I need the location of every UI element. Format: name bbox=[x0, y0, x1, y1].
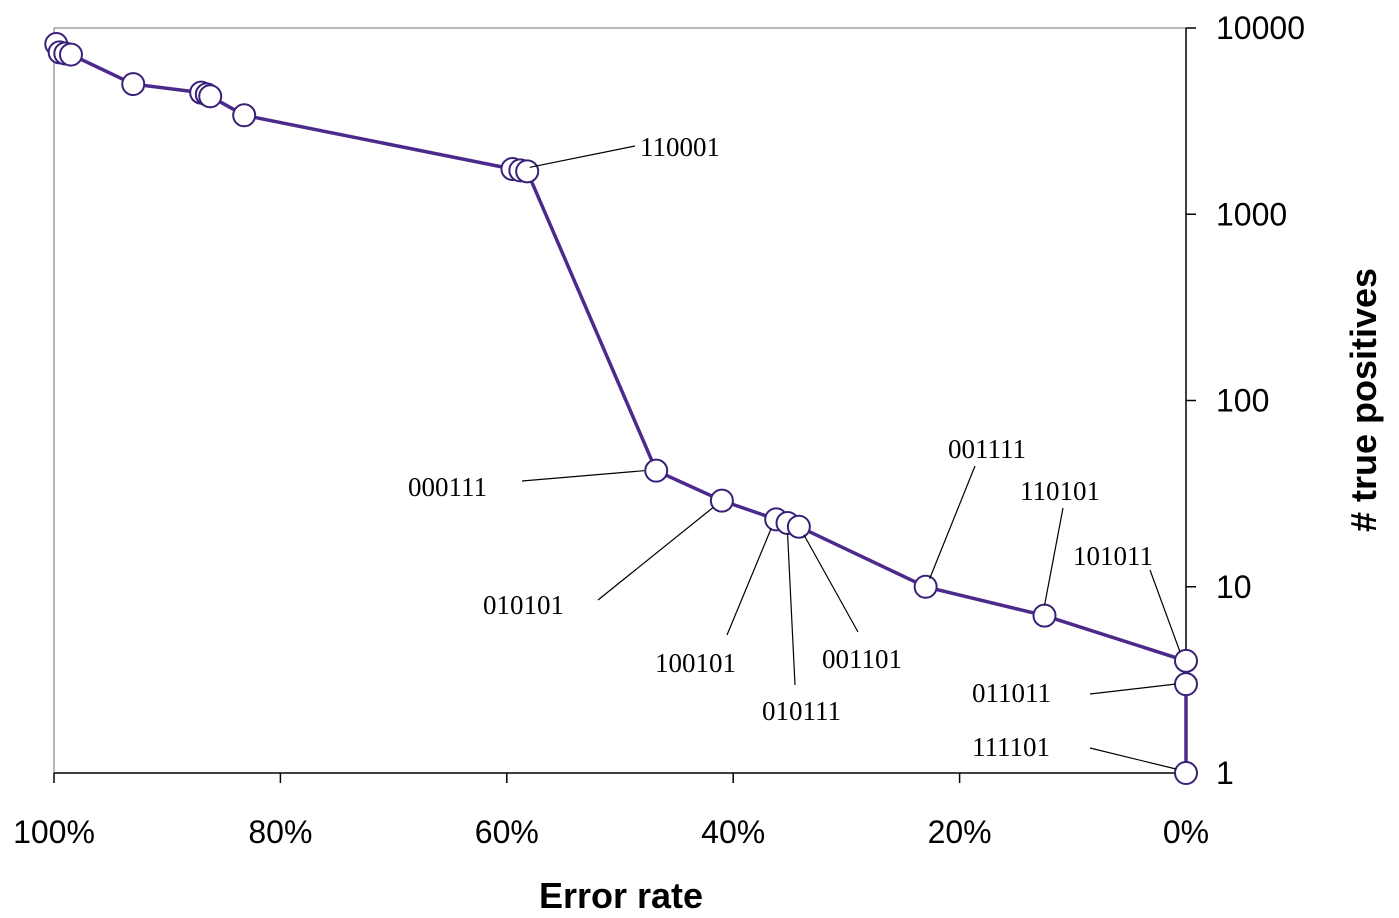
y-tick-label: 10000 bbox=[1216, 10, 1305, 46]
data-point bbox=[644, 458, 669, 483]
data-point bbox=[58, 42, 83, 67]
x-tick-label: 60% bbox=[475, 814, 539, 850]
annotation-label: 100101 bbox=[655, 648, 736, 678]
annotation-label: 001111 bbox=[948, 434, 1026, 464]
annotation-label: 001101 bbox=[822, 644, 902, 674]
data-point bbox=[232, 103, 257, 128]
annotation-label: 000111 bbox=[408, 472, 487, 502]
data-point bbox=[121, 72, 146, 97]
y-tick-label: 100 bbox=[1216, 383, 1269, 419]
x-tick-label: 0% bbox=[1163, 814, 1209, 850]
x-axis-title: Error rate bbox=[539, 875, 703, 916]
x-tick-label: 80% bbox=[248, 814, 312, 850]
y-tick-label: 10 bbox=[1216, 569, 1252, 605]
data-point bbox=[198, 84, 223, 109]
annotation-leader bbox=[786, 532, 796, 686]
x-tick-label: 100% bbox=[13, 814, 95, 850]
annotation-leader bbox=[1089, 747, 1177, 770]
annotation-leader bbox=[1149, 569, 1181, 653]
annotation-leader bbox=[803, 534, 859, 633]
annotation-label: 110001 bbox=[640, 132, 720, 162]
data-point bbox=[1174, 761, 1198, 785]
plot-frame bbox=[53, 27, 1186, 773]
data-point bbox=[913, 574, 938, 599]
y-axis-title: # true positives bbox=[1343, 268, 1384, 532]
data-point bbox=[1174, 672, 1198, 697]
annotation-leader bbox=[929, 465, 976, 579]
y-tick-label: 1 bbox=[1216, 755, 1234, 791]
annotation-label: 111101 bbox=[972, 732, 1050, 762]
data-point bbox=[1174, 648, 1198, 673]
annotation-label: 010111 bbox=[762, 696, 841, 726]
data-point bbox=[709, 488, 734, 513]
annotation-label: 010101 bbox=[483, 590, 564, 620]
annotation-leader bbox=[1043, 507, 1064, 606]
annotation-label: 110101 bbox=[1020, 476, 1100, 506]
series-line bbox=[54, 43, 1188, 773]
annotation-leader bbox=[521, 470, 645, 482]
series bbox=[44, 32, 1198, 785]
annotation-label: 011011 bbox=[972, 678, 1051, 708]
annotations: 110001 000111 010101 100101 010111 001101 0011… bbox=[408, 132, 1181, 770]
annotation-label: 101011 bbox=[1073, 541, 1153, 571]
annotation-leader bbox=[597, 507, 714, 601]
data-point bbox=[786, 514, 811, 539]
annotation-leader bbox=[1089, 683, 1176, 695]
data-point bbox=[515, 159, 540, 184]
x-tick-label: 20% bbox=[928, 814, 992, 850]
data-point bbox=[1032, 603, 1057, 628]
x-tick-label: 40% bbox=[701, 814, 765, 850]
annotation-leader bbox=[529, 145, 636, 168]
y-tick-label: 1000 bbox=[1216, 196, 1287, 232]
annotation-leader bbox=[726, 528, 772, 636]
